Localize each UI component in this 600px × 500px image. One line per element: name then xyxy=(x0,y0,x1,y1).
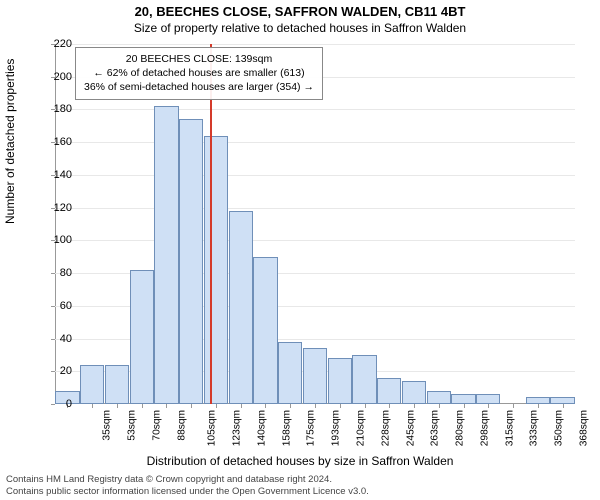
chart-title: 20, BEECHES CLOSE, SAFFRON WALDEN, CB11 … xyxy=(0,4,600,19)
histogram-bar xyxy=(130,270,154,404)
x-tick-label: 350sqm xyxy=(553,410,564,446)
x-tick-mark xyxy=(414,404,415,408)
histogram-bar xyxy=(80,365,104,404)
x-tick-mark xyxy=(216,404,217,408)
x-tick-label: 245sqm xyxy=(405,410,416,446)
x-tick-label: 368sqm xyxy=(578,410,589,446)
x-tick-label: 263sqm xyxy=(430,410,441,446)
y-tick-label: 160 xyxy=(48,136,72,148)
annotation-box: 20 BEECHES CLOSE: 139sqm← 62% of detache… xyxy=(75,47,323,100)
histogram-bar xyxy=(179,119,203,404)
histogram-bar xyxy=(328,358,352,404)
x-tick-label: 88sqm xyxy=(176,410,187,441)
x-tick-label: 193sqm xyxy=(330,410,341,446)
y-axis-line xyxy=(55,44,56,404)
x-tick-mark xyxy=(365,404,366,408)
x-tick-mark xyxy=(439,404,440,408)
y-tick-label: 120 xyxy=(48,202,72,214)
footer-line-2: Contains public sector information licen… xyxy=(6,486,594,498)
y-tick-label: 80 xyxy=(48,267,72,279)
x-tick-label: 158sqm xyxy=(281,410,292,446)
y-tick-label: 40 xyxy=(48,333,72,345)
grid-line xyxy=(55,44,575,45)
y-tick-label: 140 xyxy=(48,169,72,181)
x-tick-mark xyxy=(142,404,143,408)
y-tick-label: 200 xyxy=(48,71,72,83)
x-tick-mark xyxy=(265,404,266,408)
histogram-bar xyxy=(278,342,302,404)
x-tick-mark xyxy=(538,404,539,408)
y-tick-label: 100 xyxy=(48,234,72,246)
y-tick-label: 180 xyxy=(48,103,72,115)
x-axis-title: Distribution of detached houses by size … xyxy=(0,454,600,468)
footer-attribution: Contains HM Land Registry data © Crown c… xyxy=(6,474,594,498)
grid-line xyxy=(55,240,575,241)
x-tick-label: 35sqm xyxy=(102,410,113,441)
x-tick-label: 210sqm xyxy=(355,410,366,446)
x-tick-mark xyxy=(464,404,465,408)
x-tick-label: 175sqm xyxy=(306,410,317,446)
chart-subtitle: Size of property relative to detached ho… xyxy=(0,21,600,35)
x-tick-label: 333sqm xyxy=(529,410,540,446)
y-tick-label: 20 xyxy=(48,365,72,377)
y-tick-label: 0 xyxy=(48,398,72,410)
histogram-bar xyxy=(451,394,475,404)
x-tick-label: 70sqm xyxy=(151,410,162,441)
x-tick-label: 228sqm xyxy=(380,410,391,446)
histogram-bar xyxy=(229,211,253,404)
x-tick-mark xyxy=(241,404,242,408)
x-tick-label: 298sqm xyxy=(479,410,490,446)
histogram-bar xyxy=(253,257,277,404)
x-tick-mark xyxy=(92,404,93,408)
x-tick-mark xyxy=(513,404,514,408)
x-tick-label: 280sqm xyxy=(454,410,465,446)
x-tick-mark xyxy=(117,404,118,408)
x-tick-mark xyxy=(191,404,192,408)
x-tick-label: 315sqm xyxy=(504,410,515,446)
x-tick-label: 53sqm xyxy=(127,410,138,441)
y-axis-title: Number of detached properties xyxy=(3,59,17,224)
x-tick-mark xyxy=(290,404,291,408)
annotation-line-2: ← 62% of detached houses are smaller (61… xyxy=(84,66,314,80)
histogram-bar xyxy=(377,378,401,404)
annotation-line-1: 20 BEECHES CLOSE: 139sqm xyxy=(84,52,314,66)
grid-line xyxy=(55,109,575,110)
x-tick-label: 105sqm xyxy=(207,410,218,446)
histogram-bar xyxy=(352,355,376,404)
grid-line xyxy=(55,208,575,209)
histogram-bar xyxy=(154,106,178,404)
histogram-bar xyxy=(427,391,451,404)
x-tick-mark xyxy=(389,404,390,408)
histogram-bar xyxy=(303,348,327,404)
histogram-bar xyxy=(476,394,500,404)
footer-line-1: Contains HM Land Registry data © Crown c… xyxy=(6,474,594,486)
histogram-bar xyxy=(402,381,426,404)
x-tick-mark xyxy=(340,404,341,408)
x-tick-mark xyxy=(315,404,316,408)
x-tick-mark xyxy=(488,404,489,408)
y-tick-label: 60 xyxy=(48,300,72,312)
grid-line xyxy=(55,142,575,143)
x-tick-mark xyxy=(166,404,167,408)
annotation-line-3: 36% of semi-detached houses are larger (… xyxy=(84,80,314,94)
x-tick-label: 140sqm xyxy=(256,410,267,446)
x-tick-mark xyxy=(563,404,564,408)
grid-line xyxy=(55,175,575,176)
x-tick-label: 123sqm xyxy=(231,410,242,446)
histogram-bar xyxy=(204,136,228,404)
y-tick-label: 220 xyxy=(48,38,72,50)
histogram-bar xyxy=(105,365,129,404)
